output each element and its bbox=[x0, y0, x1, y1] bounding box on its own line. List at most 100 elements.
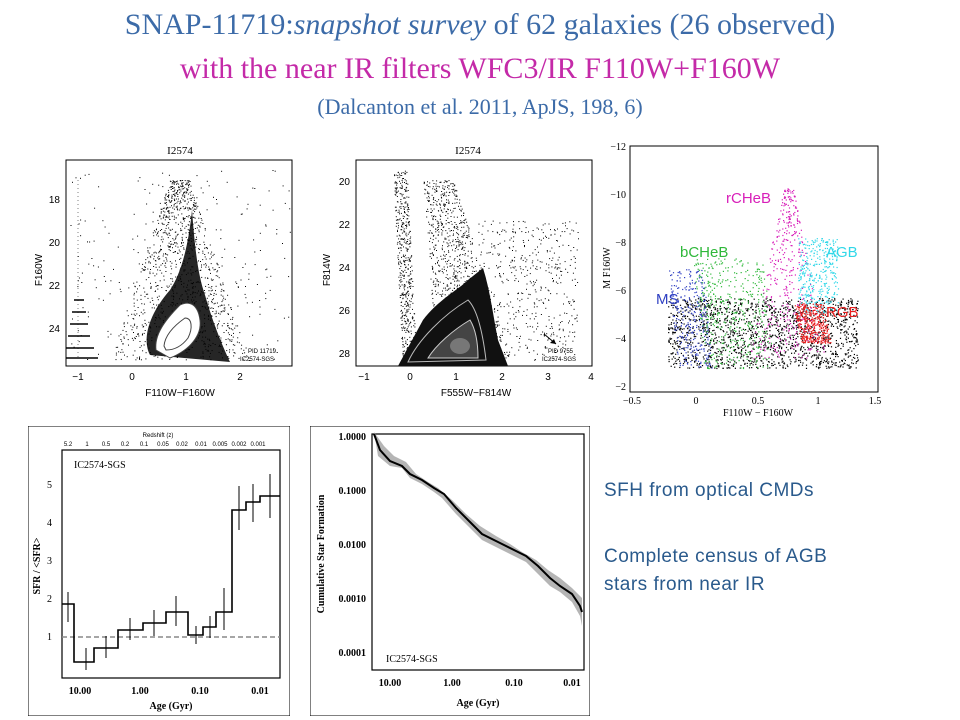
cmd-absolute-ytick: −8 bbox=[615, 238, 626, 249]
sfr-ytick: 3 bbox=[47, 556, 52, 567]
cmd-absolute-xtick: 1 bbox=[816, 396, 821, 407]
cmd-absolute-xtick: −0.5 bbox=[623, 396, 641, 407]
sfr-redshift-tick: 0.001 bbox=[250, 442, 266, 448]
census-note-line-1: Complete census of AGB bbox=[604, 546, 828, 567]
cmd-absolute-xlabel: F110W − F160W bbox=[723, 408, 794, 419]
cmd-optical-density bbox=[398, 268, 508, 366]
sfr-ylabel: SFR / <SFR> bbox=[32, 537, 43, 594]
cmd-ir-ytick: 20 bbox=[49, 238, 61, 249]
sfr-frame bbox=[61, 449, 281, 679]
csf-ytick: 0.1000 bbox=[339, 486, 367, 497]
cmd-optical-xtick: 3 bbox=[545, 372, 551, 383]
cmd-optical-ytick: 28 bbox=[339, 349, 351, 360]
sfr-redshift-tick: 0.005 bbox=[212, 442, 228, 448]
cmd-optical-panel: I2574 PID 9755 IC2574-SGS −1 0 1 2 3 4 2… bbox=[318, 140, 598, 410]
cmd-optical-xtick: 0 bbox=[407, 372, 413, 383]
sfr-redshift-tick: 0.01 bbox=[195, 442, 207, 448]
cmd-ir-xtick: 1 bbox=[183, 372, 189, 383]
cmd-absolute-ylabel: M F160W bbox=[602, 247, 613, 289]
cmd-ir-panel: I2574 PID 11719 IC2574-SGS −1 0 1 2 18 2… bbox=[30, 140, 300, 410]
sfr-xtick: 0.01 bbox=[251, 686, 269, 697]
csf-curve bbox=[373, 433, 583, 613]
cmd-optical-note-field: IC2574-SGS bbox=[542, 357, 576, 363]
sfr-field-label: IC2574-SGS bbox=[74, 460, 126, 471]
cmd-absolute-ytick: −10 bbox=[610, 190, 626, 201]
cmd-ir-note-pid: PID 11719 bbox=[248, 349, 277, 355]
cmd-optical-contour-outer bbox=[407, 299, 487, 363]
census-note-line-2: stars from near IR bbox=[604, 574, 766, 595]
sfr-top-axis-label: Redshift (z) bbox=[143, 433, 174, 439]
sfr-redshift-tick: 5.2 bbox=[64, 442, 73, 448]
cmd-optical-xlabel: F555W−F814W bbox=[441, 388, 512, 399]
sfr-top-ticks: 5.2 1 0.5 0.2 0.1 0.05 0.02 0.01 0.005 0.002 0.001 bbox=[64, 442, 266, 448]
sfr-redshift-tick: 1 bbox=[85, 442, 89, 448]
sfr-redshift-tick: 0.02 bbox=[176, 442, 188, 448]
cmd-optical-xtick: 2 bbox=[499, 372, 505, 383]
csf-ytick: 0.0010 bbox=[339, 594, 367, 605]
sfr-redshift-tick: 0.1 bbox=[140, 442, 149, 448]
title-program: SNAP-11719: bbox=[124, 8, 294, 41]
sfr-redshift-tick: 0.05 bbox=[157, 442, 169, 448]
cmd-absolute-xtick: 1.5 bbox=[869, 396, 882, 407]
cmd-absolute-ytick: −12 bbox=[610, 142, 626, 153]
cmd-optical-plot: I2574 PID 9755 IC2574-SGS −1 0 1 2 3 4 2… bbox=[322, 145, 594, 399]
cmd-ir-xtick: −1 bbox=[72, 372, 84, 383]
sfr-plot: Redshift (z) 5.2 1 0.5 0.2 0.1 0.05 0.02 0.01 0.… bbox=[28, 426, 290, 716]
cmd-ir-title: I2574 bbox=[167, 145, 193, 157]
cmd-optical-xtick: 4 bbox=[588, 372, 594, 383]
cmd-absolute-frame bbox=[629, 145, 879, 393]
sfr-ytick: 1 bbox=[47, 632, 52, 643]
title-galaxy-count: of 62 galaxies bbox=[486, 8, 670, 41]
title-line-1: SNAP-11719:snapshot survey of 62 galaxie… bbox=[0, 8, 960, 42]
cmd-ir-xlabel: F110W−F160W bbox=[145, 388, 215, 399]
cmd-ir-ytick: 18 bbox=[49, 195, 61, 206]
sfr-error-bars bbox=[67, 474, 271, 670]
cmd-optical-arrow-head bbox=[550, 339, 556, 344]
cmd-optical-note-pid: PID 9755 bbox=[548, 349, 574, 355]
csf-ytick: 0.0001 bbox=[339, 648, 367, 659]
bcheb-label: bCHeB bbox=[680, 244, 728, 261]
csf-xtick: 10.00 bbox=[379, 678, 402, 689]
csf-ytick: 0.0100 bbox=[339, 540, 367, 551]
cmd-absolute-xtick: 0 bbox=[694, 396, 699, 407]
cmd-optical-xtick: 1 bbox=[453, 372, 459, 383]
cmd-absolute-ytick: −2 bbox=[615, 382, 626, 393]
title-survey-type: snapshot survey bbox=[293, 8, 487, 41]
sfr-ytick: 2 bbox=[47, 594, 52, 605]
ms-label: MS bbox=[656, 291, 679, 308]
cmd-ir-note-field: IC2574-SGS bbox=[240, 357, 274, 363]
rcheb-label: rCHeB bbox=[726, 190, 771, 207]
csf-xtick: 0.10 bbox=[505, 678, 523, 689]
cmd-optical-ylabel: F814W bbox=[322, 253, 333, 286]
sfr-ytick: 4 bbox=[47, 518, 52, 529]
cmd-optical-ytick: 22 bbox=[339, 220, 351, 231]
cmd-ir-ytick: 24 bbox=[49, 324, 61, 335]
sfr-xtick: 10.00 bbox=[69, 686, 92, 697]
sfr-panel: Redshift (z) 5.2 1 0.5 0.2 0.1 0.05 0.02 0.01 0.… bbox=[28, 426, 290, 716]
csf-xtick: 1.00 bbox=[443, 678, 461, 689]
sfr-redshift-tick: 0.2 bbox=[121, 442, 130, 448]
sfr-xtick: 1.00 bbox=[131, 686, 149, 697]
cmd-ir-xtick: 0 bbox=[129, 372, 135, 383]
csf-ylabel: Cumulative Star Formation bbox=[316, 494, 327, 613]
cmd-optical-ytick: 24 bbox=[339, 263, 351, 274]
csf-ytick: 1.0000 bbox=[339, 432, 367, 443]
cmd-absolute-plot: rCHeB bCHeB AGB MS RGB −0.5 0 0.5 1 1.5 … bbox=[602, 142, 882, 419]
csf-field-label: IC2574-SGS bbox=[386, 654, 438, 665]
cmd-ir-ytick: 22 bbox=[49, 281, 61, 292]
sfr-ytick: 5 bbox=[47, 480, 52, 491]
cmd-ir-ylabel: F160W bbox=[34, 253, 45, 286]
csf-panel: IC2574-SGS 1.0000 0.1000 0.0100 0.0010 0… bbox=[310, 426, 590, 716]
cmd-ir-contour-outer bbox=[155, 302, 201, 359]
sfr-redshift-tick: 0.5 bbox=[102, 442, 111, 448]
cmd-optical-title: I2574 bbox=[455, 145, 481, 157]
cmd-absolute-ytick: −4 bbox=[615, 334, 626, 345]
csf-plot: IC2574-SGS 1.0000 0.1000 0.0100 0.0010 0… bbox=[310, 426, 590, 716]
rgb-label: RGB bbox=[826, 304, 859, 321]
csf-xlabel: Age (Gyr) bbox=[456, 698, 499, 709]
cmd-ir-plot: I2574 PID 11719 IC2574-SGS −1 0 1 2 18 2… bbox=[34, 145, 293, 399]
csf-xtick: 0.01 bbox=[563, 678, 581, 689]
cmd-absolute-xtick: 0.5 bbox=[752, 396, 765, 407]
sfh-note: SFH from optical CMDs bbox=[604, 480, 815, 501]
sfr-xlabel: Age (Gyr) bbox=[149, 701, 192, 712]
